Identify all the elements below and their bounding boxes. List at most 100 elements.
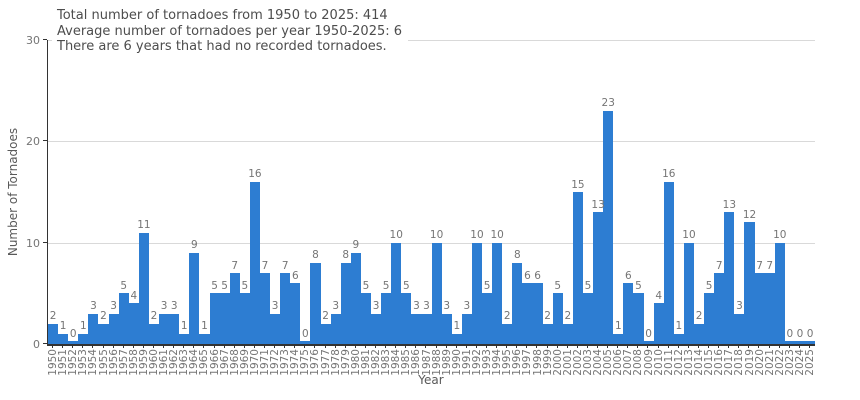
bar-value-label: 3 [413,300,420,313]
y-tick-mark [43,343,47,344]
x-tick-mark [152,345,154,348]
bar [582,293,594,344]
y-tick-label: 30 [26,34,40,47]
bar-value-label: 9 [191,239,198,252]
x-tick-mark [486,345,487,348]
bar-value-label: 0 [786,327,794,340]
x-tick-mark [132,345,134,348]
bar [249,181,260,344]
bar [794,341,806,344]
bar [259,273,271,344]
bar-value-label: 10 [389,229,403,242]
bar-column-1955: 2 1955 [97,40,109,376]
bar [340,262,351,344]
x-tick-mark [62,345,64,348]
bar [482,293,493,344]
bar-column-1981: 5 1981 [360,40,372,376]
x-tick-mark [546,345,548,348]
bar-value-label: 6 [625,269,632,282]
bar-column-2010: 4 2010 [652,40,664,376]
bar-value-label: 10 [490,229,504,242]
bar-value-label: 1 [675,320,683,333]
gridline-y30 [48,40,815,41]
bar-column-2022: 10 2022 [773,40,786,376]
bar-column-2017: 13 2017 [723,40,736,376]
bar-column-1994: 10 1994 [490,40,504,376]
bar-column-2016: 7 2016 [713,40,725,376]
bar [128,303,139,344]
x-tick-mark [395,345,397,348]
bar-value-label: 7 [766,259,774,272]
x-tick-mark [465,345,467,348]
bar-column-1993: 5 1993 [481,40,493,376]
bar-value-label: 3 [463,300,471,313]
bar-column-2025: 0 2025 [804,40,816,375]
bar-column-1965: 1 1965 [198,40,210,375]
bar-value-label: 1 [614,320,622,333]
bar-value-label: 3 [110,300,117,313]
y-tick-mark [43,39,47,40]
bar-column-1984: 10 1984 [389,40,403,376]
bar-column-1963: 1 1963 [178,40,190,375]
x-tick-mark [334,345,336,348]
bar [502,323,513,344]
bar-column-1973: 7 1973 [279,40,291,376]
bar-value-label: 1 [79,320,87,333]
bar [148,323,160,344]
x-tick-mark [586,345,588,348]
bar-value-label: 11 [137,219,151,232]
x-tick-mark [274,345,276,348]
bar [391,242,402,344]
bar-value-label: 0 [645,327,652,340]
bar-value-label: 5 [402,279,410,292]
x-tick-mark [193,345,195,348]
x-tick-mark [597,345,599,348]
bar-column-1975: 0 1975 [299,40,311,375]
bar-value-label: 0 [806,327,814,340]
bar-value-label: 10 [682,229,696,242]
bar-column-1960: 2 1960 [148,40,160,376]
bar-column-2011: 16 2011 [662,40,675,375]
bar [714,273,725,344]
x-tick-mark [728,345,730,348]
bar-column-2004: 13 2004 [591,40,605,376]
bar-column-1983: 5 1983 [380,40,392,376]
bar-value-label: 7 [281,259,289,272]
bar-value-label: 5 [635,279,642,292]
bar [653,303,664,344]
bar-value-label: 2 [49,310,57,323]
bar-column-1998: 6 1998 [531,40,543,376]
bar-column-2018: 3 2018 [733,40,745,376]
bar [764,273,775,344]
x-tick-mark [607,345,609,348]
bar-column-2002: 15 2002 [571,40,584,375]
bar-value-label: 0 [796,327,804,340]
bar [189,252,200,344]
x-tick-mark [142,345,144,348]
x-tick-mark [243,345,245,348]
x-tick-mark [314,345,316,348]
bar [774,242,785,344]
bar-value-label: 2 [544,310,551,323]
bar [330,313,341,344]
bar-column-1967: 5 1967 [218,40,230,376]
bar-column-1986: 3 1986 [410,40,422,376]
x-tick-mark [112,345,114,348]
bar-value-label: 1 [59,320,67,333]
y-tick-mark [43,140,47,142]
bar-column-1988: 10 1988 [430,40,443,376]
bar-column-1992: 10 1992 [470,40,483,376]
x-tick-mark [667,345,669,348]
bar [441,313,452,344]
bar-value-label: 0 [302,327,309,340]
bar-value-label: 13 [591,198,605,211]
x-tick-mark [718,345,720,348]
bar-value-label: 6 [534,269,541,282]
bar-column-2005: 23 2005 [602,40,615,375]
bar-column-1970: 16 1970 [248,40,261,375]
bar-column-2001: 2 2001 [562,40,574,376]
x-tick-mark [677,345,679,348]
x-tick-mark [798,345,800,348]
bar-column-1954: 3 1954 [87,40,99,376]
x-tick-mark [778,345,780,348]
